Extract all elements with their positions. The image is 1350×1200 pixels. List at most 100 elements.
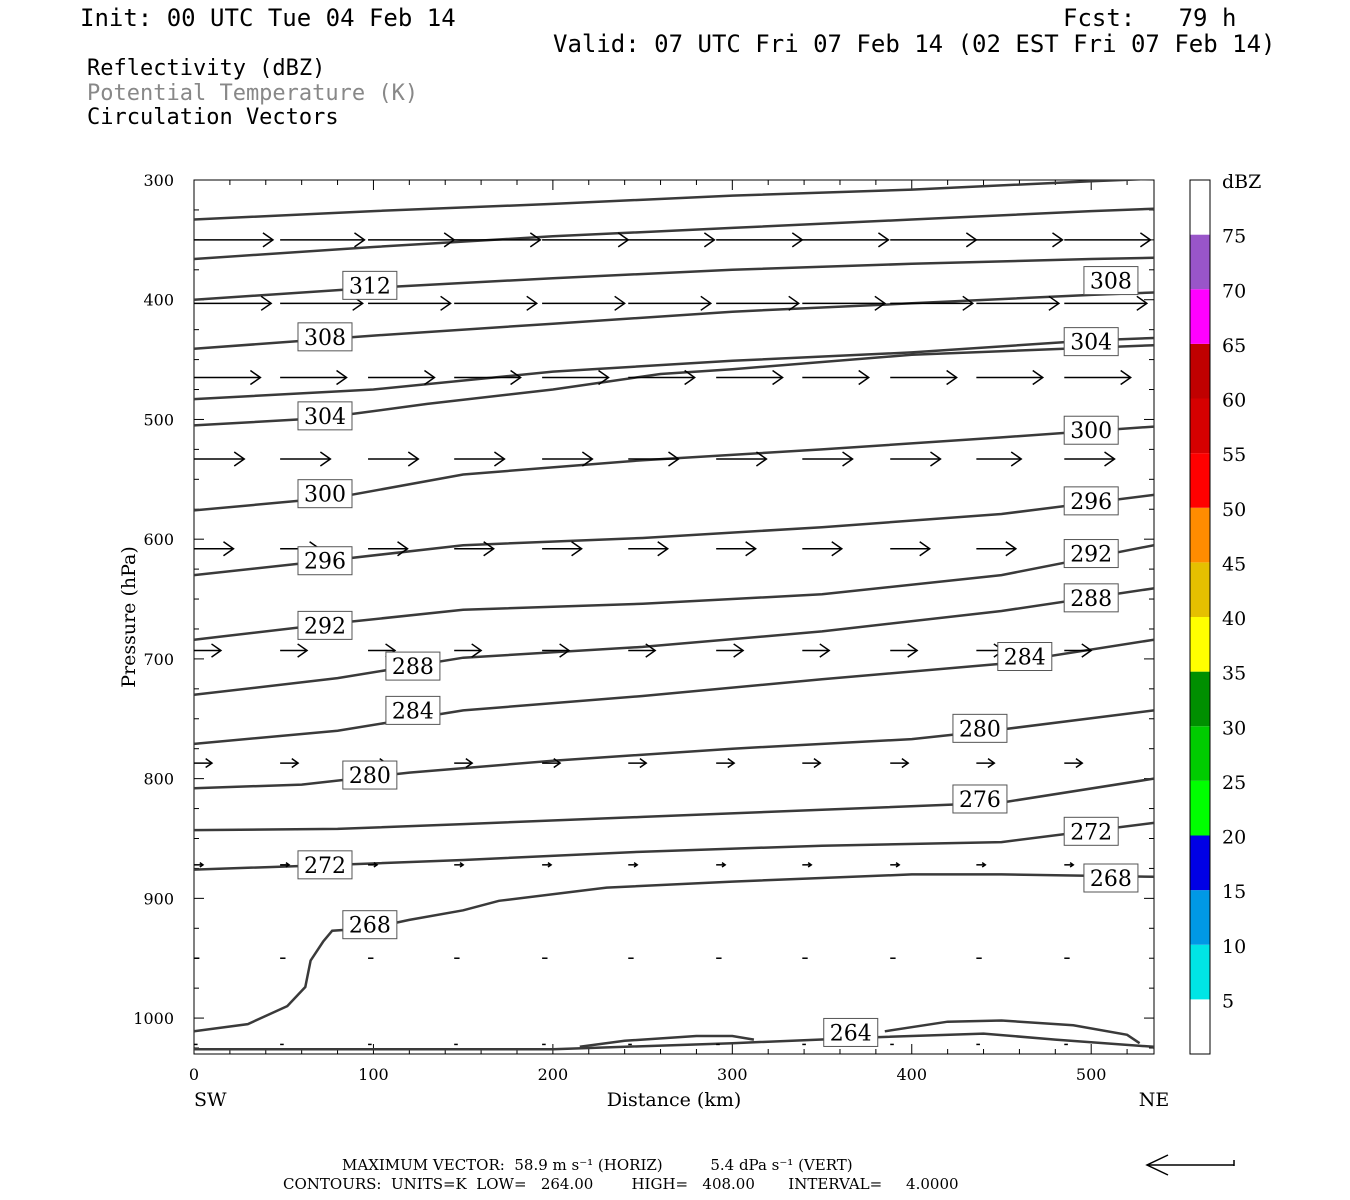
x-tick-label: 400: [896, 1065, 927, 1084]
vector-arrowhead: [668, 451, 680, 467]
contour-label-box: [1063, 327, 1119, 357]
max-vector-note: MAXIMUM VECTOR: 58.9 m s⁻¹ (HORIZ) 5.4 d…: [342, 1156, 853, 1174]
colorbar-title: dBZ: [1222, 171, 1261, 193]
contour-label: 272: [1070, 820, 1112, 845]
isentrope-288: [194, 587, 1154, 697]
vector-arrowhead: [553, 758, 562, 769]
vector-arrowhead: [559, 643, 571, 658]
vector-arrowhead: [919, 541, 932, 557]
vector-arrowhead: [483, 541, 495, 557]
x-axis-title: Distance (km): [607, 1089, 742, 1111]
colorbar-tick-label: 10: [1222, 936, 1246, 958]
colorbar-tick-label: 20: [1222, 827, 1246, 849]
colorbar-segment: [1190, 507, 1210, 563]
contour-label-box: [342, 910, 398, 940]
vector-arrowhead: [901, 758, 910, 769]
colorbar-tick-label: 70: [1222, 280, 1246, 302]
contour-label: 264: [830, 1021, 872, 1046]
vector-arrowhead: [727, 758, 736, 769]
vector-arrowhead: [397, 541, 409, 557]
x-tick-label: 500: [1076, 1065, 1107, 1084]
vector-arrowhead: [1139, 232, 1152, 248]
colorbar-segment: [1190, 944, 1210, 1000]
vector-arrowhead: [858, 369, 870, 386]
y-axis-title: Pressure (hPa): [118, 546, 140, 688]
vector-arrowhead: [571, 541, 583, 557]
contour-label: 308: [1090, 270, 1132, 295]
contour-label-box: [385, 651, 441, 681]
colorbar-segment: [1190, 780, 1210, 836]
isentrope-316: [194, 180, 1154, 221]
field-reflectivity: Reflectivity (dBZ): [87, 56, 326, 81]
field-theta: Potential Temperature (K): [87, 81, 419, 106]
y-tick-label: 1000: [133, 1009, 174, 1028]
vector-arrowhead: [721, 862, 727, 868]
isentrope-280: [194, 709, 1154, 790]
vector-arrowhead: [1052, 232, 1064, 248]
vector-arrowhead: [987, 758, 996, 769]
contour-label: 300: [1070, 419, 1112, 444]
y-tick-label: 400: [143, 291, 174, 310]
colorbar-tick-label: 30: [1222, 717, 1246, 739]
vector-arrowhead: [510, 369, 522, 386]
colorbar-segment: [1190, 890, 1210, 945]
vector-arrowhead: [1136, 295, 1149, 311]
vector-arrowhead: [831, 541, 844, 557]
vector-arrowhead: [895, 862, 901, 868]
vector-arrowhead: [297, 643, 309, 658]
contour-label-box: [1083, 266, 1139, 296]
vector-arrowhead: [262, 232, 275, 248]
colorbar-tick-label: 25: [1222, 772, 1246, 794]
contour-label-box: [997, 642, 1053, 672]
colorbar-segment: [1190, 726, 1210, 781]
vector-arrowhead: [1048, 295, 1061, 311]
contour-label-box: [297, 322, 353, 352]
isentrope-264: [579, 1034, 755, 1049]
contour-label: 292: [1070, 543, 1112, 568]
vector-arrowhead: [962, 295, 975, 311]
vector-arrowhead: [981, 862, 987, 868]
contour-label: 304: [304, 405, 346, 430]
vector-arrowhead: [813, 758, 822, 769]
vector-arrowhead: [199, 862, 205, 868]
y-tick-label: 300: [143, 171, 174, 190]
colorbar-segment: [1190, 999, 1210, 1054]
contour-label: 296: [1070, 490, 1112, 515]
contour-label-box: [297, 479, 353, 509]
vector-arrowhead: [639, 758, 648, 769]
contour-label: 284: [392, 699, 434, 724]
contour-label-box: [1063, 583, 1119, 613]
colorbar-tick-label: 60: [1222, 390, 1246, 412]
y-tick-label: 700: [143, 650, 174, 669]
vector-arrowhead: [354, 232, 366, 248]
contour-label: 276: [959, 788, 1001, 813]
vector-arrowhead: [772, 369, 784, 386]
y-tick-label: 500: [143, 410, 174, 429]
reference-vector-arrowhead: [1145, 1154, 1169, 1176]
vector-arrowhead: [1010, 451, 1023, 467]
vector-arrowhead: [465, 758, 474, 769]
vector-arrowhead: [791, 232, 804, 248]
contour-label-box: [952, 784, 1008, 814]
contour-label-box: [1063, 816, 1119, 846]
vector-group: [194, 232, 1152, 1046]
colorbar-segment: [1190, 617, 1210, 672]
isentrope-264: [884, 1019, 1141, 1045]
contour-label: 308: [304, 326, 346, 351]
field-vectors: Circulation Vectors: [87, 105, 339, 130]
contour-label-box: [1063, 415, 1119, 445]
contour-label-box: [297, 401, 353, 431]
colorbar-segment: [1190, 343, 1210, 399]
contour-label: 284: [1004, 646, 1046, 671]
contour-label: 304: [1070, 331, 1112, 356]
y-tick-label: 800: [143, 770, 174, 789]
valid-time: Valid: 07 UTC Fri 07 Feb 14 (02 EST Fri …: [553, 30, 1276, 58]
vector-arrowhead: [249, 369, 262, 386]
contour-label: 280: [349, 764, 391, 789]
colorbar-tick-label: 55: [1222, 444, 1246, 466]
colorbar-segment: [1190, 835, 1210, 891]
vector-arrowhead: [684, 369, 696, 386]
colorbar-segment: [1190, 289, 1210, 344]
vector-arrowhead: [233, 451, 246, 467]
vector-arrowhead: [1069, 862, 1075, 868]
